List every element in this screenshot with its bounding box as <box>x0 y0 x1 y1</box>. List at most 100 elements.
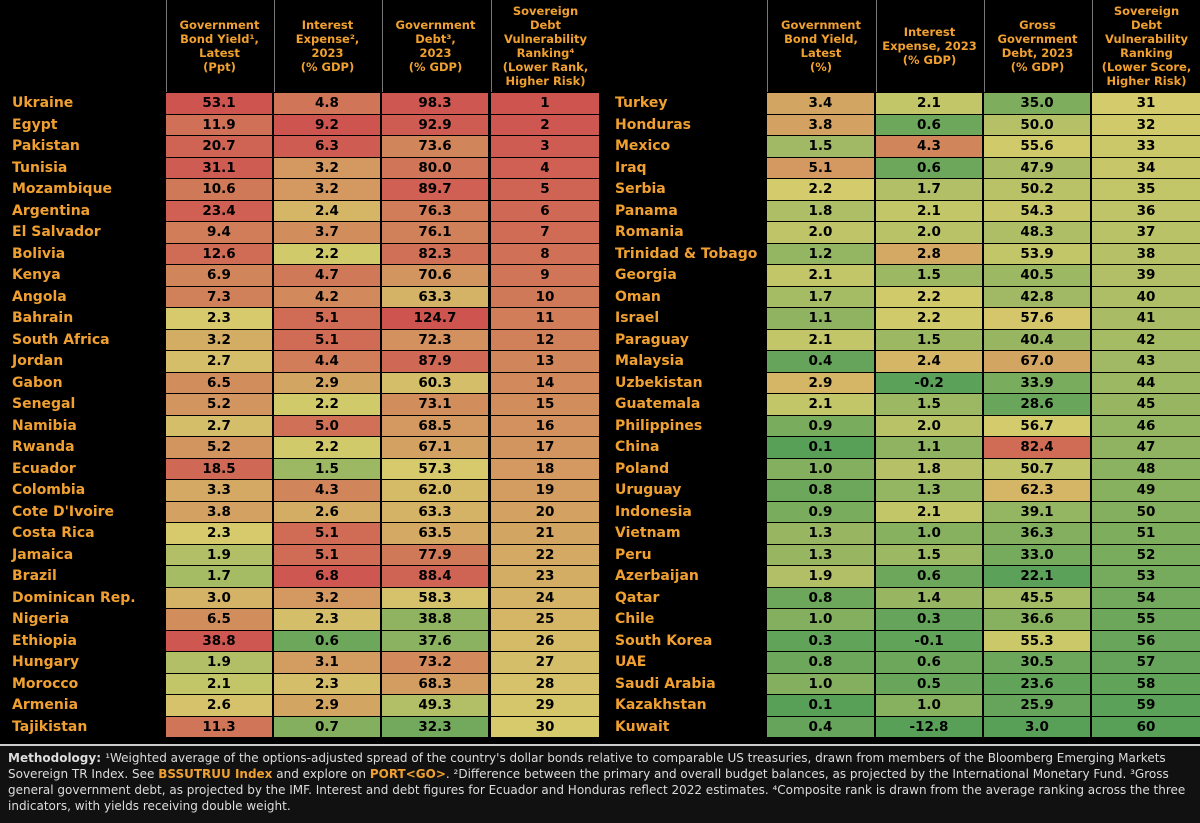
table-cell: 47.9 <box>984 157 1090 178</box>
table-cell: 0.7 <box>274 716 380 737</box>
table-cell: 5.1 <box>274 308 380 329</box>
table-cell: 50.0 <box>984 114 1090 135</box>
table-cell: 54.3 <box>984 200 1090 221</box>
table-cell: 22.1 <box>984 566 1090 587</box>
table-cell: 3.2 <box>166 329 272 350</box>
table-cell: 3.2 <box>274 157 380 178</box>
table-cell: 18 <box>491 458 599 479</box>
table-cell: 92.9 <box>382 114 488 135</box>
country-name: Chile <box>615 611 655 628</box>
table-cell: 1 <box>491 93 599 114</box>
table-cell: 23.6 <box>984 673 1090 694</box>
table-cell: 62.3 <box>984 480 1090 501</box>
table-cell: 39 <box>1092 265 1200 286</box>
header-line: (%) <box>809 60 833 74</box>
table-cell: 23.4 <box>166 200 272 221</box>
country-name: El Salvador <box>12 224 101 241</box>
table-cell: 2.9 <box>767 372 874 393</box>
header-line: Higher Risk) <box>505 74 586 88</box>
table-cell: 2.7 <box>166 415 272 436</box>
table-cell: 21 <box>491 523 599 544</box>
table-cell: 0.5 <box>876 673 982 694</box>
table-cell: 80.0 <box>382 157 488 178</box>
table-cell: -0.2 <box>876 372 982 393</box>
country-name: Paraguay <box>615 331 689 348</box>
country-name: Armenia <box>12 697 79 714</box>
table-cell: 1.5 <box>274 458 380 479</box>
table-cell: 4.8 <box>274 93 380 114</box>
table-cell: 53.1 <box>166 93 272 114</box>
column-header: Gross Government Debt, 2023 (% GDP) <box>984 0 1090 92</box>
country-name: Ukraine <box>12 95 74 112</box>
country-name: Oman <box>615 288 661 305</box>
table-cell: 60 <box>1092 716 1200 737</box>
table-cell: 2.2 <box>274 394 380 415</box>
table-cell: 1.9 <box>767 566 874 587</box>
table-cell: 1.5 <box>767 136 874 157</box>
table-cell: 77.9 <box>382 544 488 565</box>
country-name: Jordan <box>12 353 64 370</box>
table-cell: 1.0 <box>767 609 874 630</box>
table-cell: 73.1 <box>382 394 488 415</box>
country-name: Indonesia <box>615 503 692 520</box>
table-cell: 36.6 <box>984 609 1090 630</box>
table-cell: 33.9 <box>984 372 1090 393</box>
country-name: Nigeria <box>12 611 70 628</box>
header-line: Interest <box>903 25 956 39</box>
table-cell: 35 <box>1092 179 1200 200</box>
country-name: Trinidad & Tobago <box>615 245 758 262</box>
table-cell: 30.5 <box>984 652 1090 673</box>
table-cell: 43 <box>1092 351 1200 372</box>
table-cell: 2 <box>491 114 599 135</box>
column-header: Sovereign Debt Vulnerability Ranking (Lower … <box>1092 0 1200 92</box>
table-cell: 0.3 <box>767 630 874 651</box>
header-line: Sovereign <box>1113 4 1180 18</box>
column-header: Government Debt³, 2023 (% GDP) <box>382 0 488 92</box>
table-cell: 0.1 <box>767 437 874 458</box>
table-cell: 49.3 <box>382 695 488 716</box>
table-cell: 1.0 <box>876 695 982 716</box>
table-cell: 46 <box>1092 415 1200 436</box>
table-cell: 68.5 <box>382 415 488 436</box>
table-cell: 6.5 <box>166 609 272 630</box>
table-cell: 11.3 <box>166 716 272 737</box>
table-cell: 10.6 <box>166 179 272 200</box>
table-cell: 12.6 <box>166 243 272 264</box>
table-cell: 55 <box>1092 609 1200 630</box>
header-line: Bond Yield¹, <box>180 32 259 46</box>
table-cell: 28.6 <box>984 394 1090 415</box>
table-cell: 3.2 <box>274 179 380 200</box>
table-cell: 37 <box>1092 222 1200 243</box>
table-cell: 57.6 <box>984 308 1090 329</box>
table-cell: 5.1 <box>274 544 380 565</box>
table-cell: 1.7 <box>876 179 982 200</box>
table-cell: 1.9 <box>166 652 272 673</box>
table-cell: 1.2 <box>767 243 874 264</box>
table-cell: 63.3 <box>382 286 488 307</box>
header-line: (Lower Score, <box>1101 60 1192 74</box>
table-cell: 1.1 <box>767 308 874 329</box>
table-cell: 2.1 <box>767 265 874 286</box>
table-cell: 42.8 <box>984 286 1090 307</box>
table-cell: 2.2 <box>876 286 982 307</box>
table-cell: 2.1 <box>767 394 874 415</box>
table-cell: 63.5 <box>382 523 488 544</box>
table-cell: 5.1 <box>767 157 874 178</box>
header-line: Sovereign <box>512 4 579 18</box>
table-cell: 1.3 <box>767 523 874 544</box>
table-cell: 4.3 <box>274 480 380 501</box>
table-cell: 2.3 <box>166 308 272 329</box>
header-line: Latest <box>199 46 240 60</box>
header-line: (% GDP) <box>300 60 355 74</box>
header-line: Debt, 2023 <box>1001 46 1074 60</box>
table-cell: 11.9 <box>166 114 272 135</box>
table-cell: 45 <box>1092 394 1200 415</box>
table-cell: 82.4 <box>984 437 1090 458</box>
table-cell: 31 <box>1092 93 1200 114</box>
country-name: Philippines <box>615 417 703 434</box>
footnote-text: ¹Weighted average of the options-adjuste… <box>8 751 1166 781</box>
table-cell: 68.3 <box>382 673 488 694</box>
table-cell: 3.2 <box>274 587 380 608</box>
table-cell: 50.7 <box>984 458 1090 479</box>
